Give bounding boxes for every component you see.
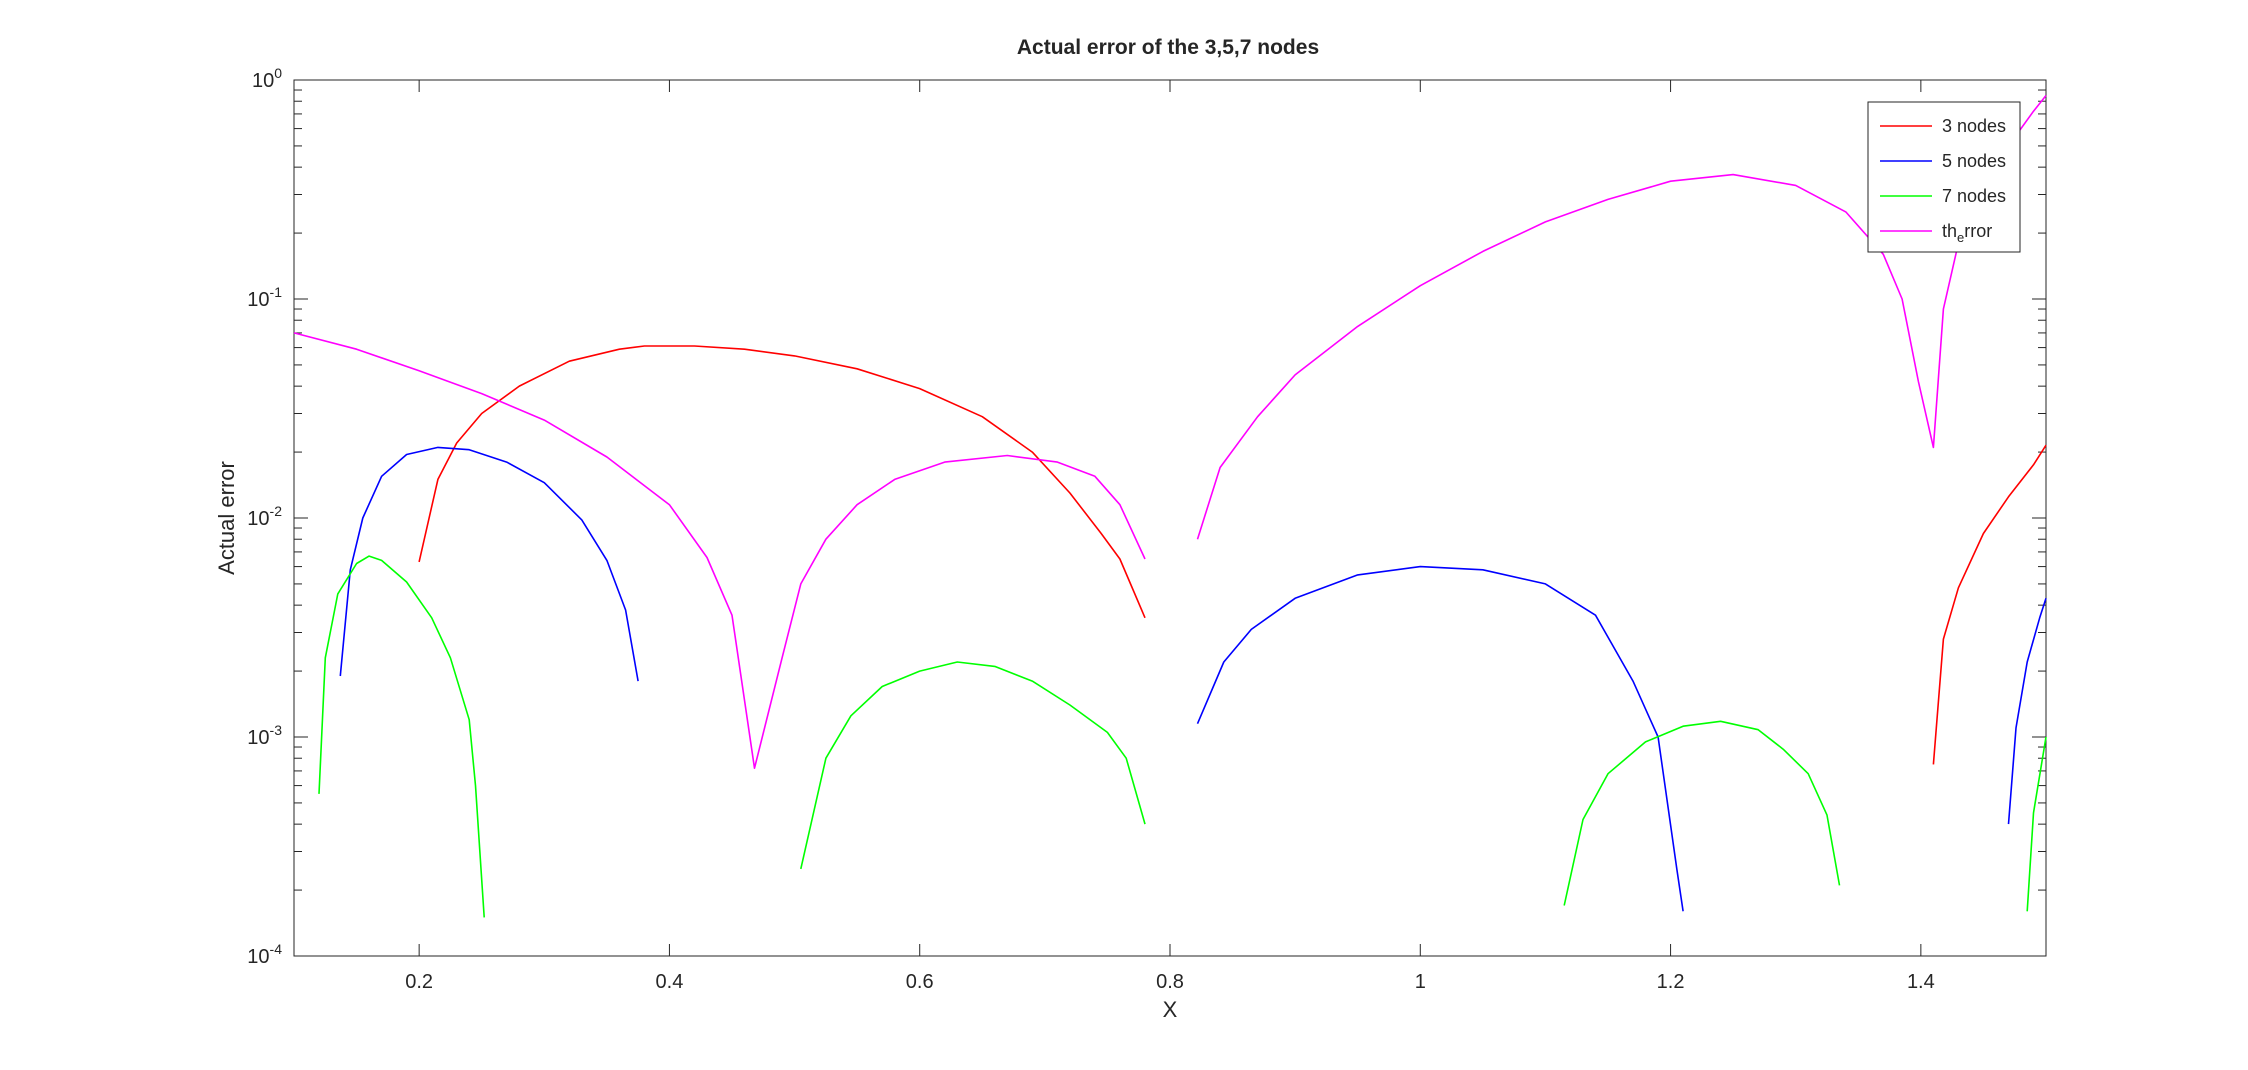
x-tick-label: 1 bbox=[1415, 971, 1426, 993]
series-line-7-nodes bbox=[2026, 736, 2047, 912]
series-line-5-nodes bbox=[2007, 598, 2047, 825]
y-tick-label: 10-1 bbox=[247, 284, 282, 311]
x-tick-label: 0.4 bbox=[656, 971, 684, 993]
y-tick-label: 10-3 bbox=[247, 722, 282, 749]
axis-ticks: 0.2 0.4 0.6 0.8 1 1.2 1.4 10-4 10-3 10-2 10-1 100 bbox=[247, 65, 2046, 993]
series-line-3-nodes bbox=[418, 345, 1146, 619]
legend-label: therror bbox=[1942, 221, 1992, 245]
x-tick-label: 0.6 bbox=[906, 971, 934, 993]
series-3-nodes bbox=[418, 345, 2047, 765]
y-tick-label: 100 bbox=[252, 65, 282, 92]
x-axis-label: X bbox=[1163, 997, 1178, 1022]
series-line-3-nodes bbox=[1932, 444, 2047, 765]
y-axis-label: Actual error bbox=[214, 461, 239, 575]
y-tick-label: 10-2 bbox=[247, 503, 282, 530]
series-lines bbox=[293, 95, 2047, 918]
legend-label: 5 nodes bbox=[1942, 151, 2006, 171]
series-line-7-nodes bbox=[800, 661, 1146, 870]
legend-label: 7 nodes bbox=[1942, 186, 2006, 206]
legend-label: 3 nodes bbox=[1942, 116, 2006, 136]
series-7-nodes bbox=[318, 555, 2047, 918]
legend-box bbox=[1867, 101, 2021, 253]
x-tick-label: 1.4 bbox=[1907, 971, 1935, 993]
y-tick-label: 10-4 bbox=[247, 941, 282, 968]
series-line-7-nodes bbox=[318, 555, 485, 918]
x-tick-label: 0.8 bbox=[1156, 971, 1184, 993]
plot-area bbox=[293, 79, 2047, 957]
x-tick-label: 1.2 bbox=[1657, 971, 1685, 993]
x-tick-label: 0.2 bbox=[405, 971, 433, 993]
series-line-5-nodes bbox=[339, 446, 639, 682]
legend: 3 nodes 5 nodes 7 nodes therror bbox=[1867, 101, 2021, 253]
chart-title: Actual error of the 3,5,7 nodes bbox=[1017, 36, 1319, 59]
series-line-th-error bbox=[293, 332, 1146, 770]
series-line-7-nodes bbox=[1563, 720, 1841, 906]
